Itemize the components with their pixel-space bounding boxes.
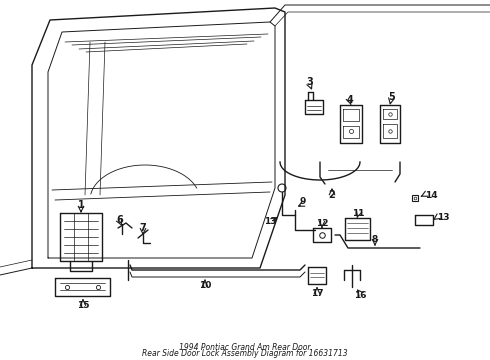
Text: 13: 13 [437,213,449,222]
Text: 13: 13 [264,217,276,226]
Text: Rear Side Door Lock Assembly Diagram for 16631713: Rear Side Door Lock Assembly Diagram for… [142,350,348,359]
Text: 10: 10 [199,280,211,289]
Text: 12: 12 [316,219,328,228]
Text: 3: 3 [307,77,314,87]
Text: 2: 2 [329,190,335,200]
Text: 16: 16 [354,291,366,300]
Text: 11: 11 [352,208,364,217]
Text: 5: 5 [389,92,395,102]
Text: 14: 14 [425,190,438,199]
Text: 4: 4 [346,95,353,105]
Text: 6: 6 [117,215,123,225]
Text: 9: 9 [300,198,306,207]
Text: 1994 Pontiac Grand Am Rear Door: 1994 Pontiac Grand Am Rear Door [179,342,311,351]
Text: 7: 7 [140,223,147,233]
Text: 17: 17 [311,288,323,297]
Text: 15: 15 [77,301,89,310]
Text: 1: 1 [77,200,84,210]
Text: 8: 8 [372,235,378,244]
